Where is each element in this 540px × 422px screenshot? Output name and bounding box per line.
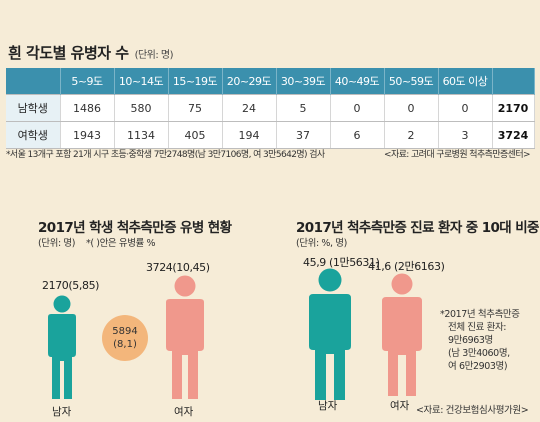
patient-note-line: 9만6963명 (448, 335, 493, 346)
table-title-text: 흰 각도별 유병자 수 (8, 44, 129, 62)
male-figure-patients (309, 268, 351, 400)
total-rate: (8,1) (113, 339, 137, 350)
table-cell: 1486 (60, 94, 115, 122)
male-label: 남자 (52, 406, 72, 418)
table-cell: 194 (222, 121, 277, 149)
header-cell: 60도 이상 (438, 68, 493, 95)
table-header-row: 5~9도 10~14도 15~19도 20~29도 30~39도 40~49도 … (6, 68, 535, 95)
female-figure-students (166, 275, 204, 399)
male-patient-value-label: 45,9 (1만5631) (303, 256, 380, 269)
patient-note-line: *2017년 척추측만증 (440, 309, 520, 320)
row-label: 여학생 (6, 121, 61, 149)
table-cell: 1943 (60, 121, 115, 149)
chart1-unit: (단위: 명) (38, 238, 76, 249)
total-value: 5894 (112, 326, 138, 337)
male-patient-label: 남자 (318, 400, 338, 412)
header-cell: 30~39도 (276, 68, 331, 95)
table-unit: (단위: 명) (134, 50, 174, 61)
table-row: 남학생 1486 580 75 24 5 0 0 0 2170 (6, 94, 535, 122)
table-cell: 37 (276, 121, 331, 149)
header-cell: 10~14도 (114, 68, 169, 95)
header-cell: 20~29도 (222, 68, 277, 95)
chart2-source: <자료: 건강보험심사평가원> (416, 405, 529, 416)
table-cell: 405 (168, 121, 223, 149)
chart2-unit: (단위: %, 명) (296, 238, 347, 249)
chart2-title: 2017년 척추측만증 진료 환자 중 10대 비중 (296, 220, 539, 236)
table-cell: 1134 (114, 121, 169, 149)
table-cell: 75 (168, 94, 223, 122)
header-cell: 5~9도 (60, 68, 115, 95)
header-total (492, 68, 535, 95)
table-cell: 3 (438, 121, 493, 149)
row-total: 2170 (492, 94, 535, 122)
female-patient-label: 여자 (390, 400, 410, 412)
table-title: 흰 각도별 유병자 수 (단위: 명) (8, 42, 174, 63)
table-cell: 0 (330, 94, 385, 122)
data-table: 5~9도 10~14도 15~19도 20~29도 30~39도 40~49도 … (6, 68, 535, 149)
chart1-rate-note: *( )안은 유병률 % (86, 238, 156, 249)
patient-note-line: 여 6만2903명) (448, 361, 508, 372)
table-cell: 24 (222, 94, 277, 122)
total-bubble: 5894 (8,1) (102, 315, 148, 361)
female-figure-patients (382, 273, 422, 396)
male-value-label: 2170(5,85) (42, 279, 100, 292)
row-label: 남학생 (6, 94, 61, 122)
header-corner (6, 68, 61, 95)
patient-note: *2017년 척추측만증 전체 진료 환자: 9만6963명 (남 3만4060… (440, 308, 520, 373)
table-cell: 6 (330, 121, 385, 149)
patient-note-line: (남 3만4060명, (448, 348, 510, 359)
male-figure-students (48, 295, 76, 399)
female-label: 여자 (174, 406, 194, 418)
table-cell: 580 (114, 94, 169, 122)
table-footnote: *서울 13개구 포함 21개 시구 초등·중학생 7만2748명(남 3만71… (6, 150, 325, 160)
table-cell: 0 (384, 94, 439, 122)
table-cell: 5 (276, 94, 331, 122)
row-total: 3724 (492, 121, 535, 149)
header-cell: 50~59도 (384, 68, 439, 95)
table-cell: 2 (384, 121, 439, 149)
female-value-label: 3724(10,45) (146, 261, 210, 274)
table-source: <자료: 고려대 구로병원 척추측만증센터> (384, 150, 531, 160)
header-cell: 15~19도 (168, 68, 223, 95)
table-row: 여학생 1943 1134 405 194 37 6 2 3 3724 (6, 121, 535, 149)
patient-note-line: 전체 진료 환자: (448, 322, 507, 333)
female-patient-value-label: 41,6 (2만6163) (368, 260, 445, 273)
table-cell: 0 (438, 94, 493, 122)
header-cell: 40~49도 (330, 68, 385, 95)
chart1-title: 2017년 학생 척추측만증 유병 현황 (38, 220, 232, 236)
